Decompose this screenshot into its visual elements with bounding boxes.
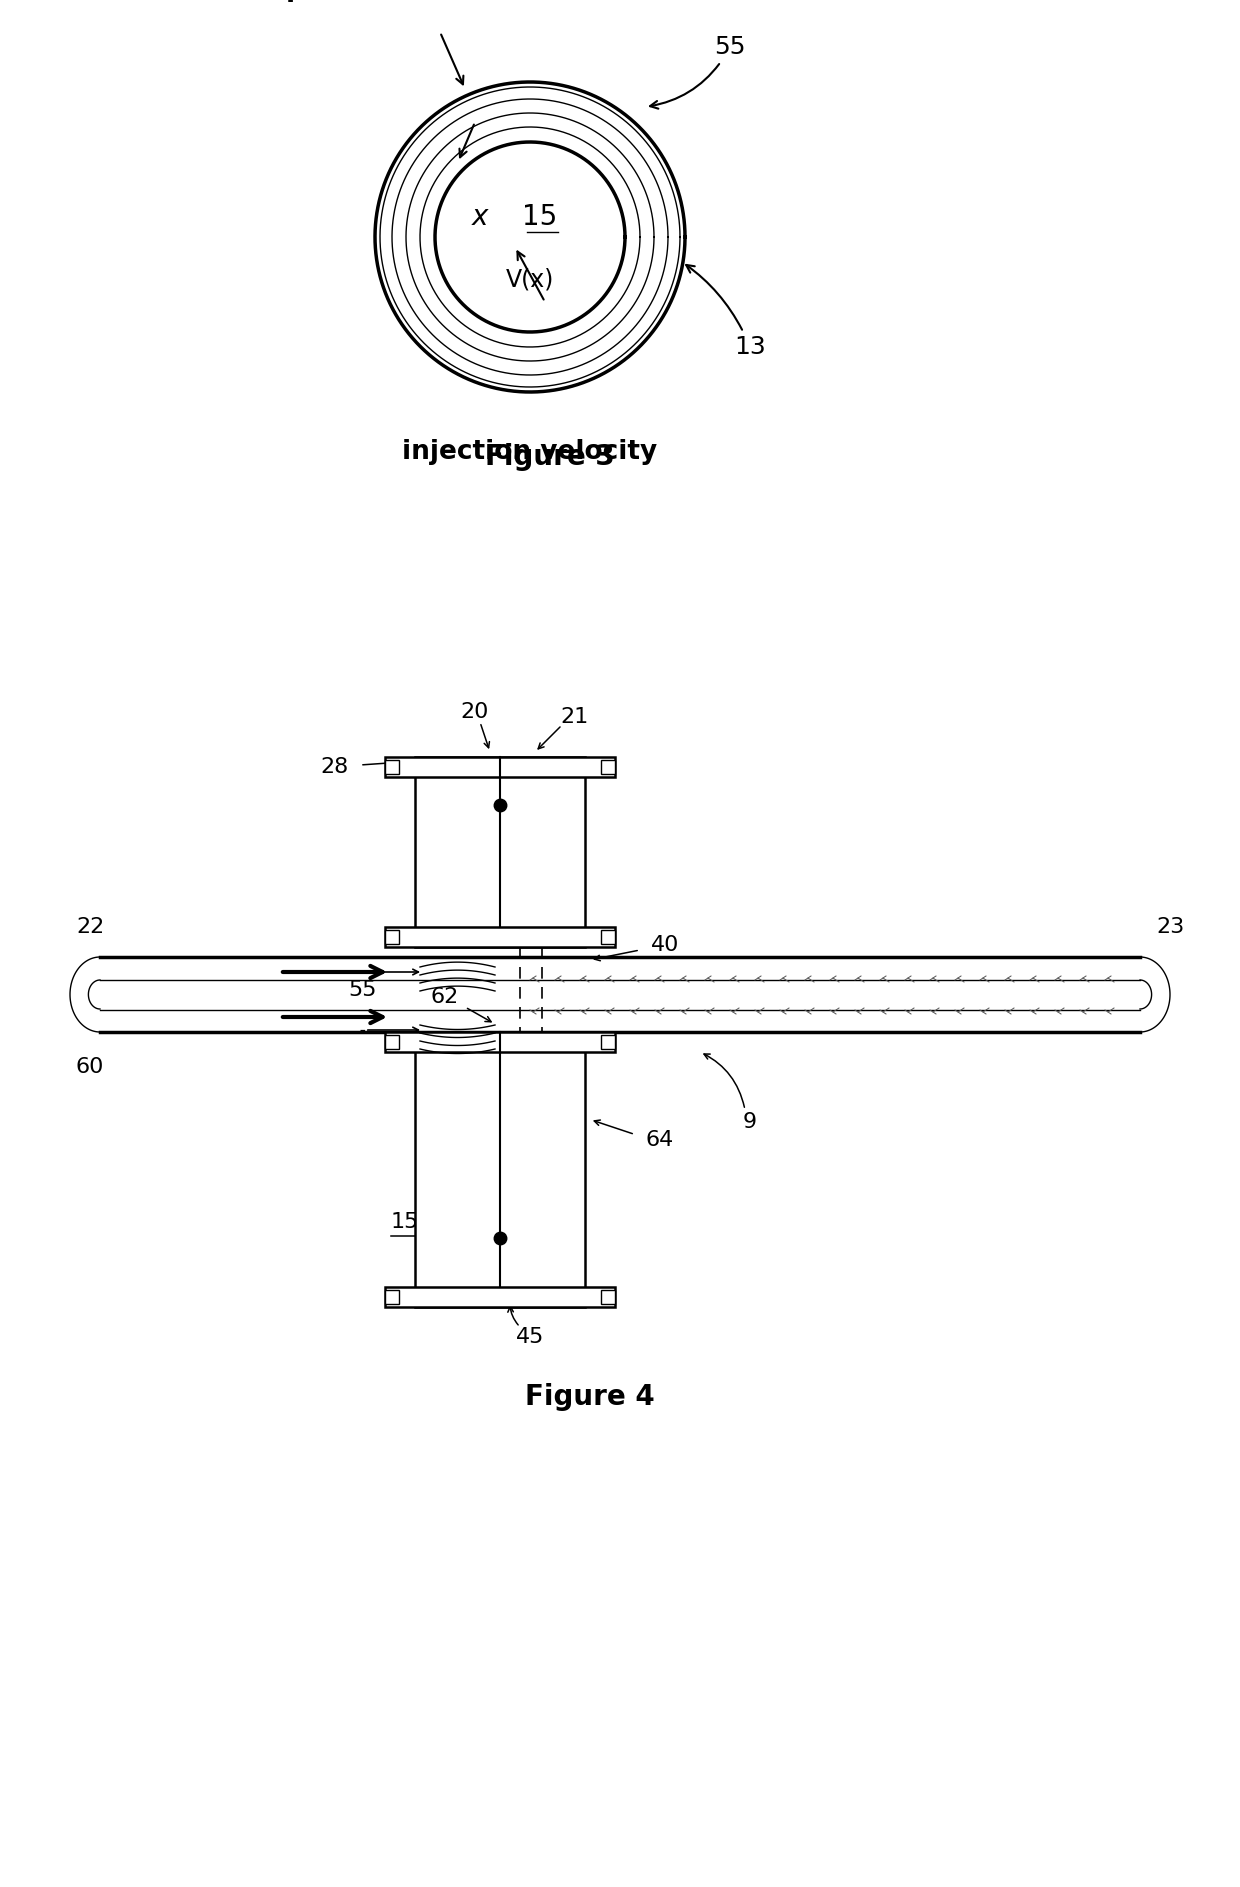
Bar (384, 760, 399, 774)
Text: B: B (534, 1211, 549, 1232)
Text: A: A (512, 1211, 528, 1232)
Text: 60: 60 (76, 1057, 104, 1077)
Text: 55: 55 (348, 979, 377, 1000)
Text: 28: 28 (321, 757, 350, 777)
Text: 23: 23 (1156, 917, 1184, 938)
Text: 13: 13 (686, 264, 766, 359)
Bar (601, 1291, 615, 1304)
Text: V(x): V(x) (506, 266, 554, 291)
Bar (384, 1034, 399, 1049)
Text: 55: 55 (650, 36, 745, 109)
Text: Figure 3: Figure 3 (485, 443, 615, 472)
Text: 62: 62 (430, 987, 459, 1008)
Bar (384, 757, 615, 777)
Text: 64: 64 (646, 1130, 675, 1149)
Bar (415, 1032, 585, 1308)
Text: 21: 21 (560, 708, 589, 726)
Bar (601, 930, 615, 944)
Text: 9: 9 (743, 1111, 758, 1132)
Text: Figure 4: Figure 4 (525, 1383, 655, 1411)
Text: injection velocity: injection velocity (402, 440, 657, 464)
Bar (384, 927, 615, 947)
Text: 20: 20 (461, 702, 490, 723)
Text: pressure loss P: pressure loss P (286, 0, 513, 2)
Bar (415, 757, 585, 947)
Text: 40: 40 (651, 934, 680, 955)
Bar (384, 930, 399, 944)
Bar (384, 1032, 615, 1051)
Bar (601, 1034, 615, 1049)
Text: 15: 15 (522, 204, 558, 230)
Text: 15: 15 (391, 1211, 419, 1232)
Text: 45: 45 (516, 1327, 544, 1347)
Bar (601, 760, 615, 774)
Text: x: x (471, 204, 489, 230)
Bar (384, 1291, 399, 1304)
Text: 22: 22 (76, 917, 104, 938)
Bar (384, 1287, 615, 1308)
